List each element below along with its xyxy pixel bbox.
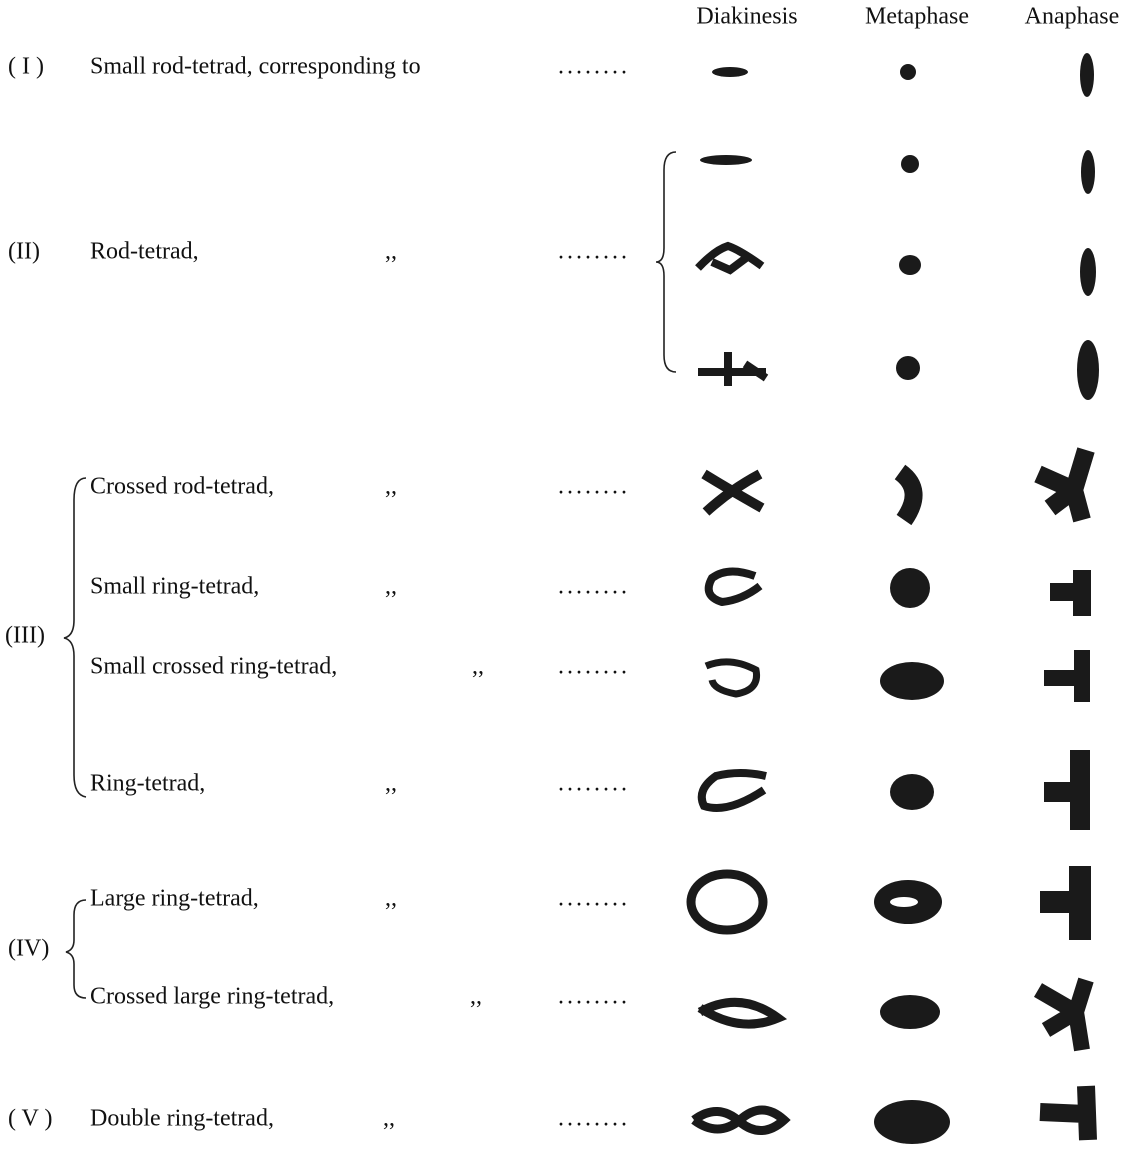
column-header: Anaphase — [1025, 4, 1120, 30]
metaphase-drawings — [874, 64, 950, 1144]
chromosome — [1080, 53, 1094, 97]
chromosome — [901, 155, 919, 173]
group-label: ( V ) — [8, 1106, 52, 1132]
chromosome — [890, 774, 934, 810]
chromosome — [1050, 570, 1091, 616]
dot-leader: ........ — [558, 239, 630, 265]
group-label: ( I ) — [8, 54, 44, 80]
chromosome — [899, 255, 921, 275]
chromosome — [1044, 650, 1090, 702]
chromosome — [704, 567, 763, 607]
chromosome — [686, 869, 768, 935]
dot-leader: ........ — [558, 574, 630, 600]
ditto-mark: ,, — [385, 474, 397, 500]
column-header: Diakinesis — [696, 4, 797, 30]
dot-leader: ........ — [558, 654, 630, 680]
chromosome — [890, 568, 930, 608]
chromosome — [691, 1105, 791, 1135]
chromosome — [1039, 1085, 1097, 1141]
diakinesis-drawings — [686, 67, 791, 1135]
chromosome — [880, 995, 940, 1029]
chromosome — [874, 1100, 950, 1144]
chromosome — [697, 997, 788, 1029]
row-label: Ring-tetrad, — [90, 771, 205, 797]
dot-leader: ........ — [558, 1106, 630, 1132]
chromosome — [1077, 340, 1099, 400]
ditto-mark: ,, — [385, 886, 397, 912]
ditto-mark: ,, — [385, 574, 397, 600]
chromosome — [1040, 866, 1091, 940]
ring-hole — [890, 897, 918, 907]
chromosome — [700, 155, 752, 165]
group-label: (IV) — [8, 936, 49, 962]
chromosome — [894, 464, 923, 526]
chromosome — [698, 352, 769, 386]
anaphase-drawings — [1033, 53, 1099, 1141]
row-label: Large ring-tetrad, — [90, 886, 259, 912]
row-label: Double ring-tetrad, — [90, 1106, 274, 1132]
ditto-mark: ,, — [470, 984, 482, 1010]
dot-leader: ........ — [558, 771, 630, 797]
chromosome — [880, 662, 944, 700]
brace — [655, 151, 677, 373]
chromosome — [1080, 248, 1096, 296]
chromosome — [704, 658, 761, 698]
dot-leader: ........ — [558, 984, 630, 1010]
brace — [63, 477, 87, 798]
group-label: (III) — [5, 623, 45, 649]
brace — [65, 899, 87, 999]
chromosome — [695, 241, 765, 275]
ditto-mark: ,, — [385, 239, 397, 265]
dot-leader: ........ — [558, 54, 630, 80]
dot-leader: ........ — [558, 886, 630, 912]
chromosome — [697, 769, 767, 812]
chromosome — [712, 67, 748, 77]
row-label: Small crossed ring-tetrad, — [90, 654, 337, 680]
chromosome — [1044, 750, 1090, 830]
group-label: (II) — [8, 239, 40, 265]
row-label: Crossed large ring-tetrad, — [90, 984, 334, 1010]
chromosome — [1033, 977, 1094, 1052]
dot-leader: ........ — [558, 474, 630, 500]
row-label: Rod-tetrad, — [90, 239, 199, 265]
chromosome — [900, 64, 916, 80]
chromosome — [701, 469, 765, 516]
ditto-mark: ,, — [383, 1106, 395, 1132]
row-label: Small ring-tetrad, — [90, 574, 259, 600]
chromosome — [896, 356, 920, 380]
chromosome — [1081, 150, 1095, 194]
row-label: Crossed rod-tetrad, — [90, 474, 274, 500]
row-label: Small rod-tetrad, corresponding to — [90, 54, 421, 80]
ditto-mark: ,, — [472, 654, 484, 680]
column-header: Metaphase — [865, 4, 969, 30]
ditto-mark: ,, — [385, 771, 397, 797]
chromosome — [1034, 447, 1095, 523]
